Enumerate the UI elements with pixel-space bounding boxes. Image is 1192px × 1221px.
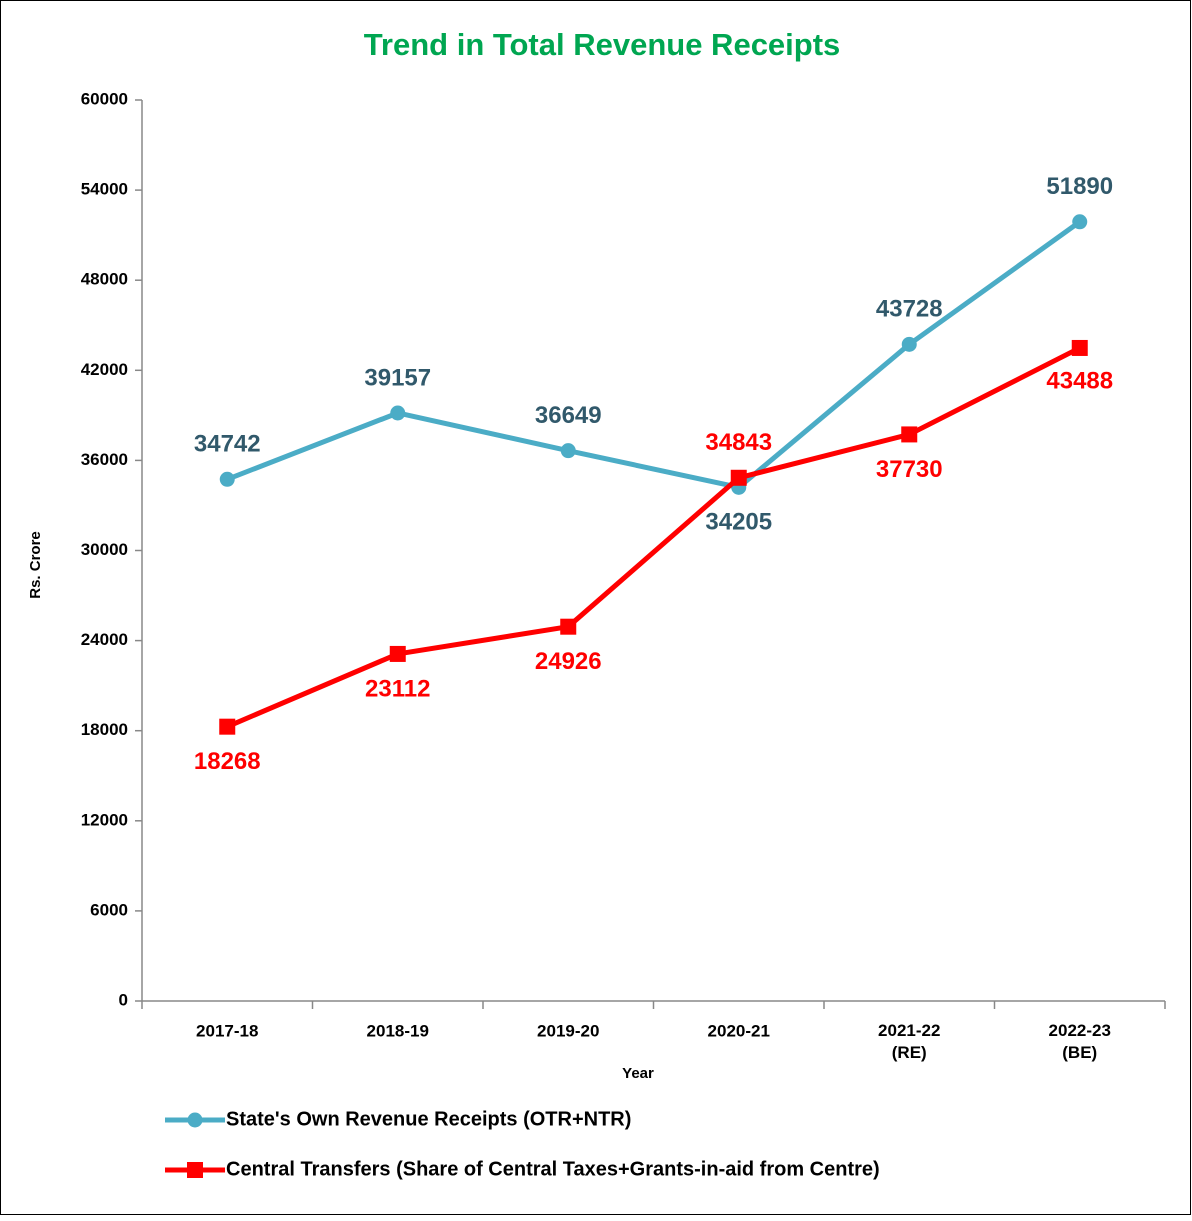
x-axis-label: Year bbox=[622, 1065, 654, 1082]
x-tick-label: 2019-20 bbox=[537, 1021, 599, 1040]
point bbox=[219, 471, 235, 487]
y-tick-label: 60000 bbox=[81, 89, 128, 108]
y-tick-label: 12000 bbox=[81, 810, 128, 829]
point bbox=[390, 405, 406, 421]
chart-title: Trend in Total Revenue Receipts bbox=[364, 27, 841, 62]
point bbox=[1071, 339, 1088, 356]
y-tick-label: 42000 bbox=[81, 360, 128, 379]
data-label: 37730 bbox=[876, 456, 943, 483]
data-label: 51890 bbox=[1046, 173, 1113, 200]
data-label: 23112 bbox=[365, 675, 430, 702]
data-label: 43488 bbox=[1046, 367, 1113, 394]
data-label: 18268 bbox=[194, 748, 261, 775]
x-tick-label: 2021-22 (RE) bbox=[878, 1021, 940, 1062]
data-label: 39157 bbox=[364, 364, 431, 391]
y-tick-label: 18000 bbox=[81, 720, 128, 739]
point bbox=[730, 469, 747, 486]
point bbox=[901, 336, 917, 352]
point bbox=[560, 443, 576, 459]
legend-label: Central Transfers (Share of Central Taxe… bbox=[226, 1158, 880, 1180]
y-tick-label: 48000 bbox=[81, 270, 128, 289]
y-tick-label: 36000 bbox=[81, 450, 128, 469]
data-label: 34742 bbox=[194, 431, 261, 458]
series-line bbox=[226, 345, 1081, 729]
y-tick-label: 6000 bbox=[90, 900, 128, 919]
y-tick-label: 54000 bbox=[81, 180, 128, 199]
point bbox=[219, 718, 236, 735]
y-axis-label: Rs. Crore bbox=[27, 531, 44, 599]
y-tick-label: 0 bbox=[119, 990, 128, 1009]
x-tick-label: 2020-21 bbox=[708, 1021, 770, 1040]
x-tick-label: 2022-23 (BE) bbox=[1049, 1021, 1111, 1062]
data-label: 24926 bbox=[535, 648, 602, 675]
data-label: 43728 bbox=[876, 296, 943, 323]
point bbox=[389, 645, 406, 662]
data-label: 36649 bbox=[535, 402, 602, 429]
y-tick-label: 24000 bbox=[81, 630, 128, 649]
point bbox=[901, 426, 918, 443]
point bbox=[1072, 214, 1088, 230]
legend-marker bbox=[187, 1162, 203, 1178]
x-tick-label: 2017-18 bbox=[196, 1021, 258, 1040]
legend-marker bbox=[187, 1112, 203, 1128]
legend-label: State's Own Revenue Receipts (OTR+NTR) bbox=[226, 1108, 631, 1130]
data-label: 34843 bbox=[705, 429, 772, 456]
y-tick-label: 30000 bbox=[81, 540, 128, 559]
point bbox=[560, 618, 577, 635]
data-label: 34205 bbox=[705, 509, 772, 536]
series-line bbox=[226, 219, 1082, 490]
x-tick-label: 2018-19 bbox=[367, 1021, 429, 1040]
